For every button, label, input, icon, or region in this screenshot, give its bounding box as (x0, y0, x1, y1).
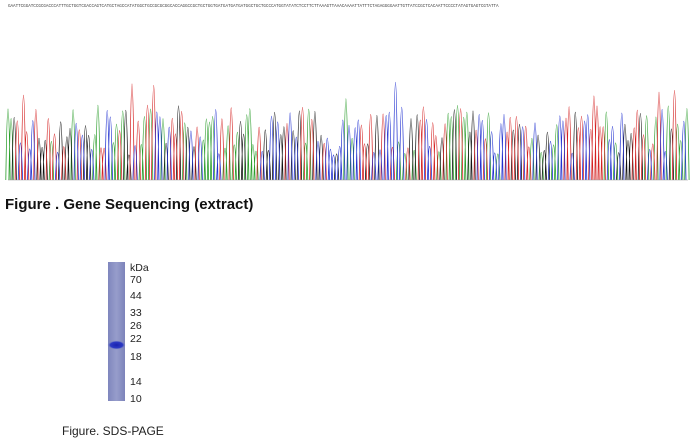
marker-label: 33 (130, 307, 142, 319)
marker-label: 44 (130, 290, 142, 302)
caption: Figure. SDS-PAGE (62, 424, 164, 438)
sequence-text: GAATTCGGATCCGCGACCCATTTGCTGGTCGACCAGTCAT… (8, 4, 499, 9)
trace (5, 98, 690, 181)
unit-label: kDa (130, 262, 149, 274)
marker-label: 10 (130, 393, 142, 405)
marker-label: 26 (130, 320, 142, 332)
trace (17, 82, 687, 181)
marker-label: 14 (130, 376, 142, 388)
caption: Figure . Gene Sequencing (extract) (5, 196, 254, 213)
trace (11, 105, 674, 181)
protein-band (107, 340, 126, 350)
gel-lane (108, 262, 125, 401)
marker-label: 22 (130, 333, 142, 345)
marker-label: 70 (130, 274, 142, 286)
trace (14, 83, 678, 181)
marker-label: 18 (130, 351, 142, 363)
chromatogram (5, 82, 690, 181)
